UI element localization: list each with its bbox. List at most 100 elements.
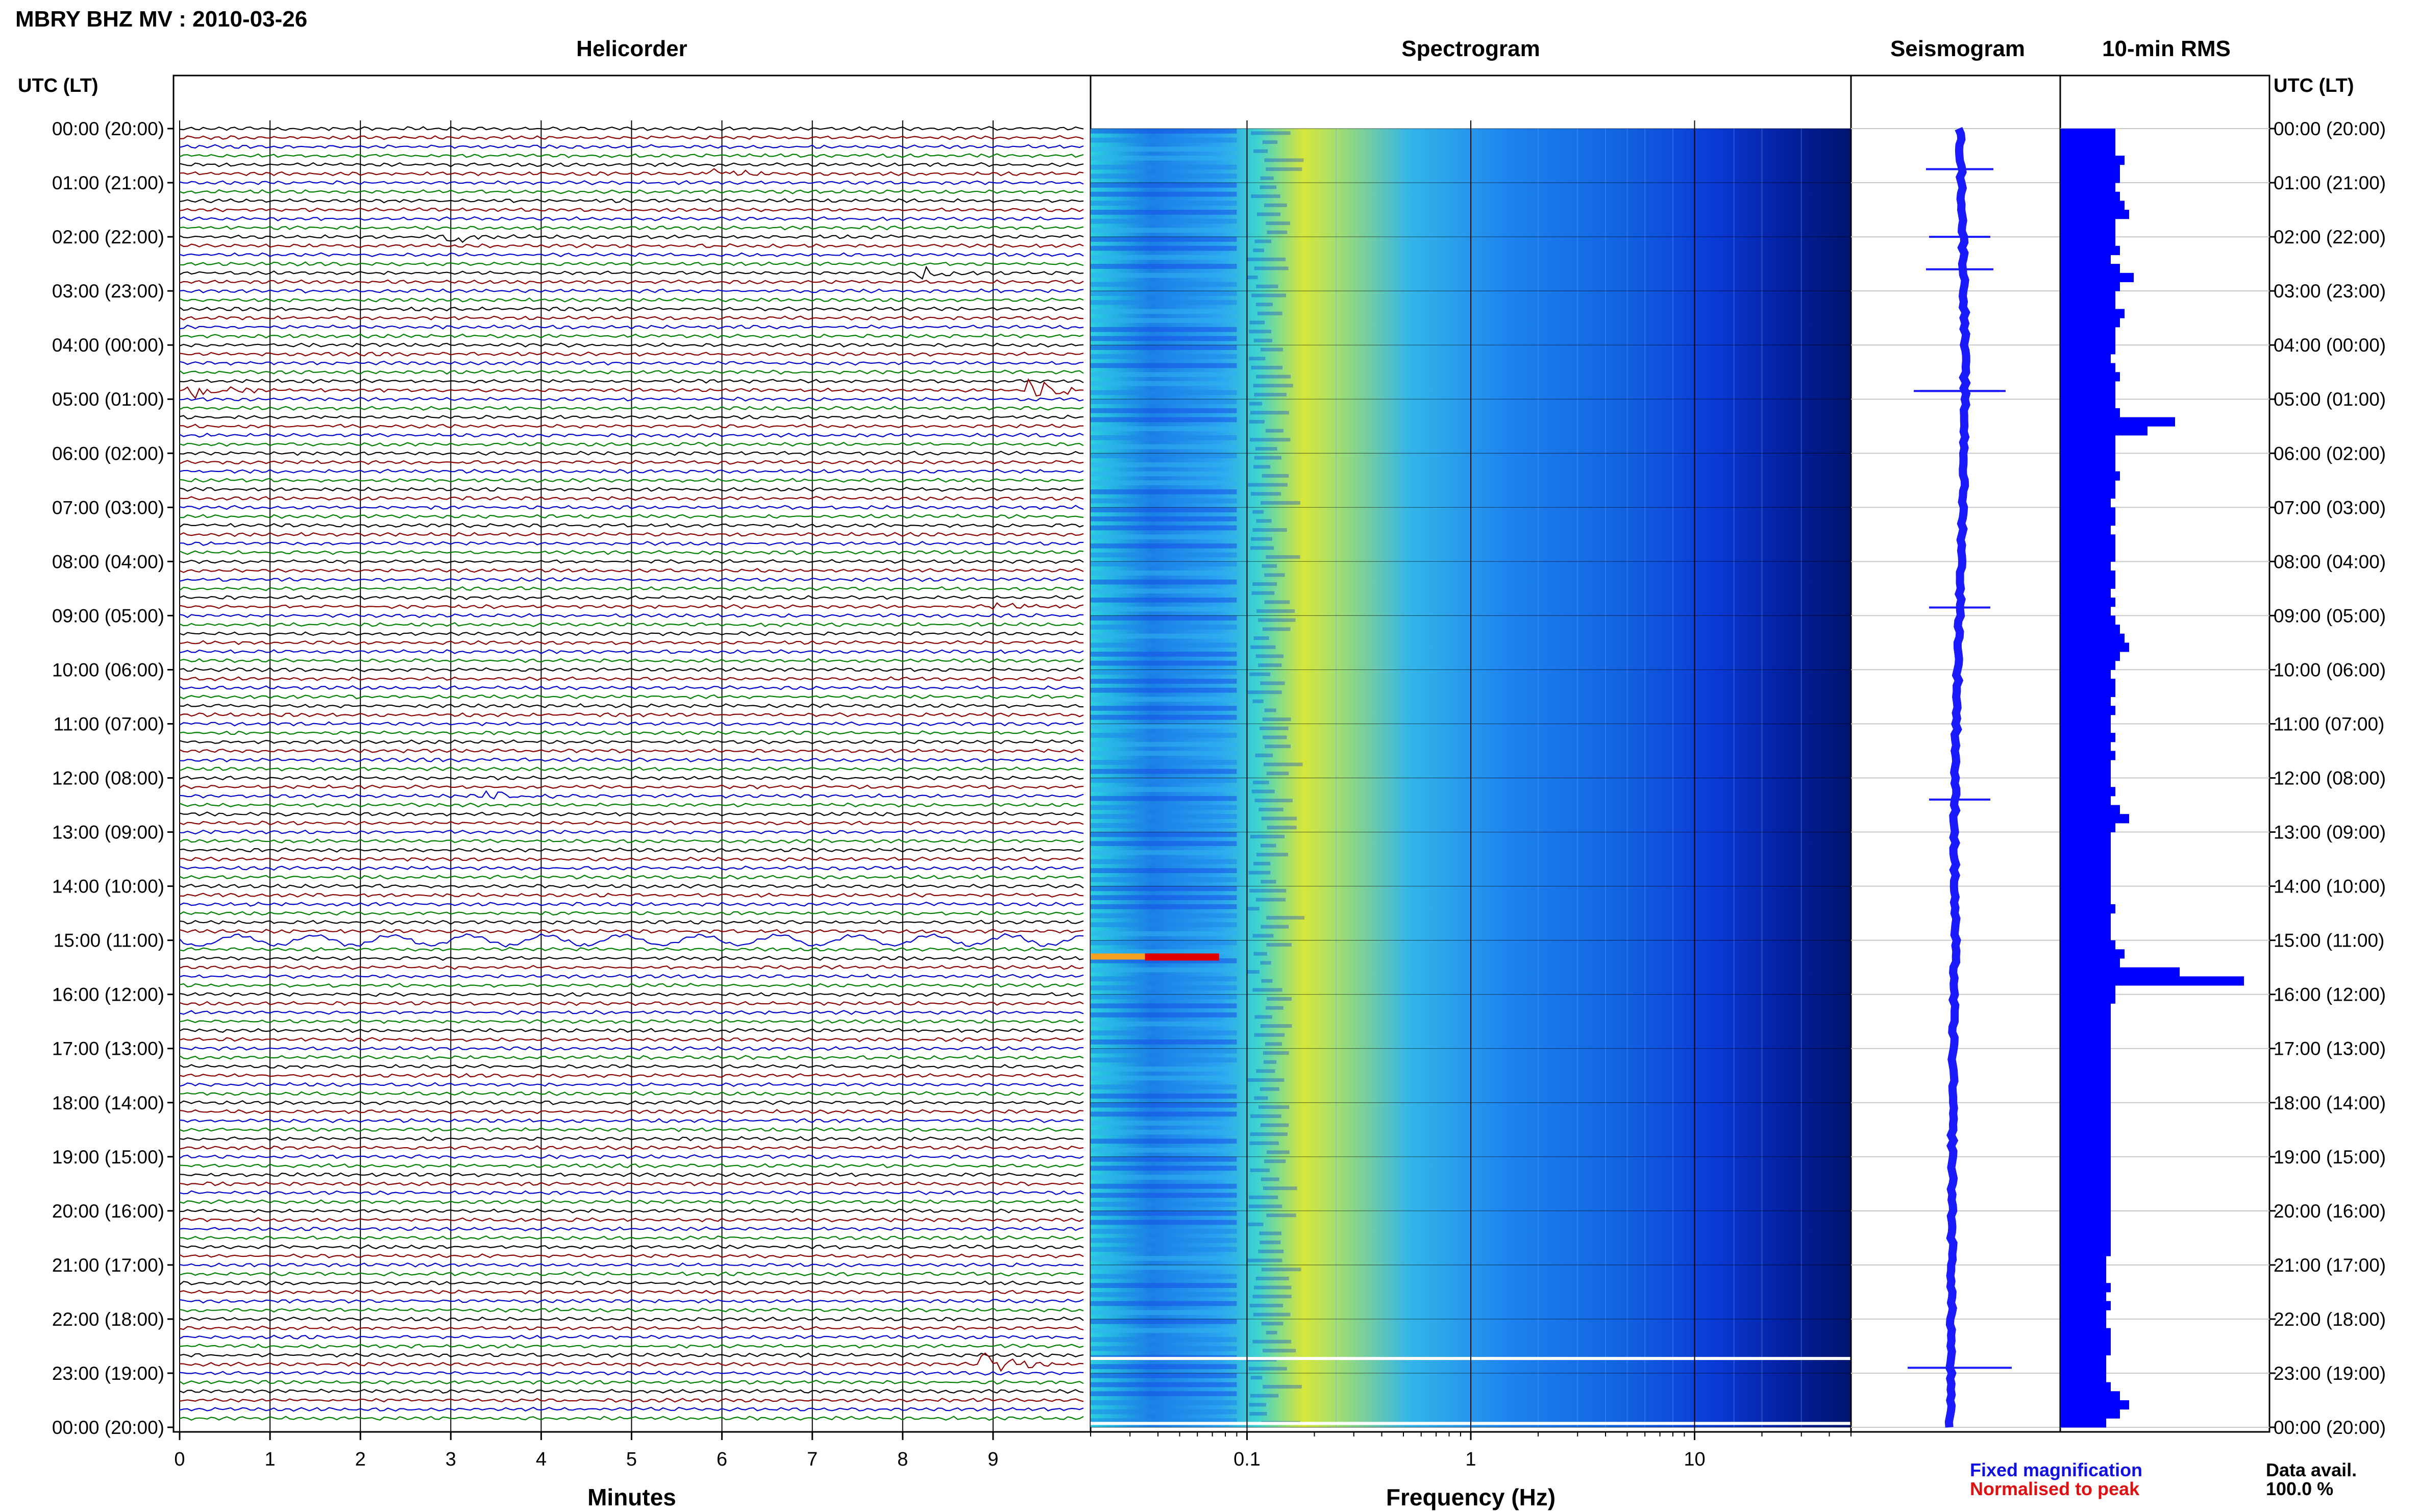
spectrogram-streak bbox=[1091, 453, 1237, 458]
rms-bar bbox=[2060, 877, 2111, 887]
spectrogram-streak bbox=[1091, 245, 1237, 251]
rms-bar bbox=[2060, 498, 2111, 508]
rms-bar bbox=[2060, 156, 2125, 165]
spectrogram-streak bbox=[1263, 1051, 1289, 1055]
minute-tick-label: 1 bbox=[265, 1449, 276, 1470]
legend-fixed-magnification: Fixed magnification bbox=[1970, 1459, 2142, 1480]
rms-bar bbox=[2060, 1175, 2111, 1184]
rms-bar bbox=[2060, 1156, 2111, 1166]
time-label-left: 10:00 (06:00) bbox=[52, 659, 164, 680]
minute-tick-label: 5 bbox=[626, 1449, 637, 1470]
spectrogram-streak bbox=[1253, 952, 1267, 956]
spectrogram-streak bbox=[1257, 311, 1282, 315]
spectrogram-streak bbox=[1091, 1166, 1237, 1171]
helicorder-trace bbox=[179, 168, 1084, 177]
rms-bar bbox=[2060, 615, 2115, 625]
spectrogram-streak bbox=[1252, 1295, 1292, 1299]
helicorder-trace bbox=[179, 703, 1084, 709]
rms-bar bbox=[2060, 1138, 2111, 1148]
spectrogram-streak bbox=[1091, 543, 1237, 549]
spectrogram-streak bbox=[1091, 760, 1237, 765]
spectrogram-streak bbox=[1091, 859, 1237, 864]
spectrogram-streak bbox=[1263, 1384, 1302, 1389]
rms-bar bbox=[2060, 913, 2111, 923]
time-label-right: 11:00 (07:00) bbox=[2274, 713, 2384, 734]
time-label-right: 12:00 (08:00) bbox=[2274, 768, 2386, 789]
spectrogram-streak bbox=[1249, 330, 1271, 334]
helicorder-trace bbox=[179, 1001, 1084, 1006]
rms-bar bbox=[2060, 534, 2115, 544]
spectrogram-streak bbox=[1253, 249, 1265, 253]
spectrogram-streak bbox=[1091, 823, 1237, 828]
spectrogram-streak bbox=[1250, 438, 1291, 442]
spectrogram-streak bbox=[1250, 1132, 1288, 1136]
minute-tick-label: 3 bbox=[446, 1449, 456, 1470]
spectrogram-streak bbox=[1258, 663, 1282, 667]
rms-bar bbox=[2060, 453, 2115, 463]
rms-bar bbox=[2060, 1337, 2111, 1347]
rms-bar bbox=[2060, 507, 2115, 517]
spectrogram-streak bbox=[1091, 805, 1237, 810]
rms-bar bbox=[2060, 201, 2125, 210]
helicorder-trace bbox=[179, 198, 1084, 204]
spectrogram-streak bbox=[1250, 1376, 1263, 1380]
helicorder-trace bbox=[179, 964, 1084, 970]
helicorder-trace bbox=[179, 288, 1084, 294]
spectrogram-streak bbox=[1091, 1039, 1237, 1045]
helicorder-trace bbox=[179, 541, 1083, 546]
spectrogram-streak bbox=[1255, 447, 1277, 451]
spectrogram-streak bbox=[1250, 492, 1281, 496]
spectrogram-streak bbox=[1091, 1094, 1237, 1099]
spectrogram-streak bbox=[1248, 690, 1282, 695]
spectrogram-streak bbox=[1091, 1319, 1237, 1324]
rms-bar bbox=[2060, 796, 2111, 806]
rms-bar bbox=[2060, 1364, 2106, 1374]
spectrogram-streak bbox=[1260, 726, 1289, 730]
rms-bar bbox=[2060, 1247, 2111, 1256]
helicorder-trace bbox=[179, 207, 1084, 212]
helicorder-trace bbox=[179, 460, 1084, 465]
spectrogram-streak bbox=[1261, 348, 1283, 352]
spectrogram-streak bbox=[1266, 1213, 1296, 1218]
rms-bar bbox=[2060, 1391, 2120, 1401]
spectrogram-streak bbox=[1091, 336, 1237, 341]
rms-bar bbox=[2060, 1220, 2111, 1229]
rms-bar bbox=[2060, 922, 2111, 932]
rms-bar bbox=[2060, 714, 2111, 724]
spectrogram-streak bbox=[1247, 276, 1258, 280]
spectrogram-streak bbox=[1091, 1292, 1237, 1297]
spectrogram-streak bbox=[1266, 555, 1300, 559]
spectrogram-streak bbox=[1091, 1382, 1237, 1387]
helicorder-trace bbox=[179, 992, 1084, 997]
spectrogram-streak bbox=[1258, 618, 1296, 622]
spectrogram-streak bbox=[1091, 1030, 1237, 1036]
rms-bar bbox=[2060, 191, 2120, 201]
helicorder-trace bbox=[179, 315, 1084, 321]
rms-bar bbox=[2060, 228, 2115, 237]
helicorder-trace bbox=[179, 189, 1084, 194]
spectrogram-streak bbox=[1247, 970, 1260, 974]
rms-bar bbox=[2060, 336, 2115, 345]
helicorder-trace bbox=[179, 1280, 1084, 1286]
helicorder-trace bbox=[179, 838, 1084, 844]
helicorder-trace bbox=[179, 265, 1084, 280]
spectrogram-streak bbox=[1266, 1330, 1277, 1334]
helicorder-trace bbox=[179, 1398, 1084, 1403]
spectrogram-streak bbox=[1254, 1033, 1285, 1037]
spectrogram-streak bbox=[1091, 372, 1237, 377]
spectrogram-streak bbox=[1254, 239, 1272, 243]
spectrogram-streak bbox=[1253, 861, 1271, 865]
spectrogram-streak bbox=[1091, 1220, 1237, 1225]
spectrogram-streak bbox=[1261, 925, 1289, 929]
helicorder-trace bbox=[179, 1127, 1084, 1132]
rms-bar bbox=[2060, 417, 2175, 427]
spectrogram-streak bbox=[1255, 898, 1286, 902]
rms-bar bbox=[2060, 579, 2115, 589]
rms-bar bbox=[2060, 471, 2120, 481]
spectrogram-streak bbox=[1266, 915, 1305, 920]
time-label-left: 17:00 (13:00) bbox=[52, 1038, 164, 1059]
spectrogram-streak bbox=[1261, 979, 1273, 983]
spectrogram-streak bbox=[1091, 1373, 1237, 1378]
helicorder-trace bbox=[179, 658, 1084, 663]
time-label-left: 01:00 (21:00) bbox=[52, 172, 164, 193]
